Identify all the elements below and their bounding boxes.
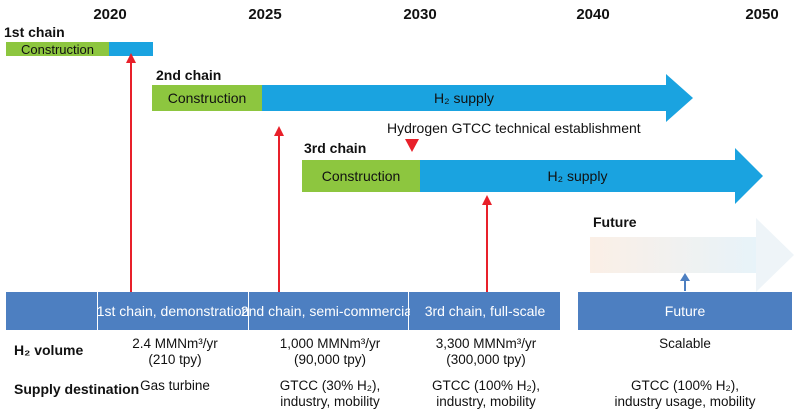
banner-divider [248,292,249,330]
second-chain-label: 2nd chain [156,67,222,83]
first-chain-label: 1st chain [4,24,65,40]
supply-destination-row-label: Supply destination [14,381,140,397]
up-arrow-icon [680,273,690,281]
destination-phase3-line: GTCC (100% H₂), [431,378,541,393]
second-chain-supply-label: H₂ supply [434,90,494,106]
up-arrow-icon [274,126,284,136]
destination-future: GTCC (100% H₂), industry usage, mobility [614,378,755,410]
third-chain-construction-label: Construction [321,168,401,184]
banner-phase3-label: 3rd chain, full-scale [424,303,546,319]
third-chain-supply-label: H₂ supply [547,168,608,184]
second-chain-construction-bar: Construction [152,85,262,111]
destination-phase1: Gas turbine [140,378,210,394]
destination-phase1-line: Gas turbine [140,378,210,393]
first-chain-supply-bar [109,42,153,56]
year-label: 2040 [576,6,610,23]
year-label: 2025 [248,6,282,23]
first-chain-construction-label: Construction [21,41,94,57]
volume-future: Scalable [659,336,711,352]
future-banner [578,292,792,330]
destination-future-line: industry usage, mobility [614,394,756,409]
volume-phase1-line: (210 tpy) [148,352,202,367]
second-chain-arrowhead [666,74,693,122]
phase2-connector-line [278,133,280,292]
year-label: 2050 [745,6,779,23]
third-chain-label: 3rd chain [304,140,367,156]
volume-phase2-line: 1,000 MMNm³/yr [279,336,381,351]
volume-phase1-line: 2.4 MMNm³/yr [132,336,218,351]
volume-phase3-line: 3,300 MMNm³/yr [435,336,537,351]
third-chain-arrowhead [735,148,763,204]
destination-phase3-line: industry, mobility [436,394,536,409]
volume-phase1: 2.4 MMNm³/yr (210 tpy) [132,336,218,368]
second-chain-construction-label: Construction [167,90,247,106]
second-chain-supply-bar: H₂ supply [262,85,666,111]
destination-future-line: GTCC (100% H₂), [630,378,740,393]
up-arrow-icon [126,53,136,63]
milestone-marker-icon [405,139,419,152]
milestone-label: Hydrogen GTCC technical establishment [387,120,641,136]
phase3-banner [410,292,560,330]
phase-banner [6,292,410,330]
volume-future-line: Scalable [659,336,711,351]
banner-phase2: 2nd chain, semi-commercial [241,292,415,330]
banner-divider [408,292,409,330]
volume-phase3-line: (300,000 tpy) [446,352,526,367]
destination-phase2-line: industry, mobility [280,394,380,409]
destination-phase2-line: GTCC (30% H₂), [279,378,381,393]
third-chain-supply-bar: H₂ supply [420,160,735,192]
year-label: 2020 [93,6,127,23]
banner-phase1: 1st chain, demonstration [96,292,250,330]
volume-phase2: 1,000 MMNm³/yr (90,000 tpy) [280,336,381,368]
banner-future-label: Future [664,303,706,319]
volume-phase3: 3,300 MMNm³/yr (300,000 tpy) [436,336,537,368]
volume-phase2-line: (90,000 tpy) [293,352,367,367]
banner-future: Future [578,292,792,330]
destination-phase3: GTCC (100% H₂), industry, mobility [432,378,540,410]
h2-volume-row-label: H₂ volume [14,342,84,358]
year-label: 2030 [403,6,437,23]
future-arrow-body [590,237,756,273]
banner-phase3: 3rd chain, full-scale [410,292,560,330]
banner-divider [97,292,98,330]
phase1-connector-line [130,60,132,292]
phase3-connector-line [486,202,488,292]
third-chain-construction-bar: Construction [302,160,420,192]
banner-phase2-label: 2nd chain, semi-commercial [240,303,416,319]
future-arrowhead [756,218,794,292]
destination-phase2: GTCC (30% H₂), industry, mobility [280,378,381,410]
up-arrow-icon [482,195,492,205]
future-label: Future [593,214,637,230]
first-chain-construction-bar: Construction [6,41,109,57]
banner-phase1-label: 1st chain, demonstration [96,303,250,319]
future-connector-line [684,279,686,291]
